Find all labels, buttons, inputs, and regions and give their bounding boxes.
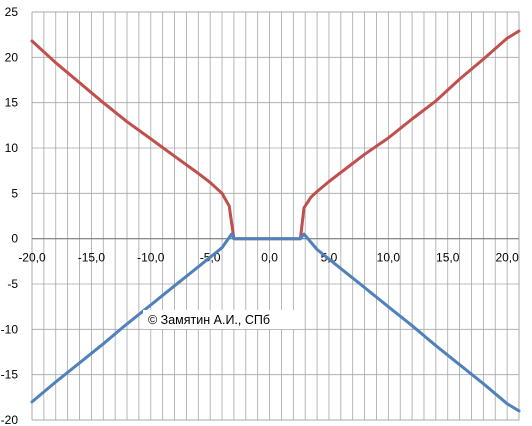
y-tick-label: -5 (7, 277, 18, 291)
x-tick-label: -20,0 (18, 251, 46, 265)
y-tick-label: -20 (1, 413, 19, 426)
copyright-text: © Замятин А.И., СПб (148, 313, 270, 327)
plot-border (31, 11, 520, 421)
y-tick-labels: -20 -15 -10 -5 0 5 10 15 20 25 (1, 5, 19, 426)
y-tick-label: 5 (11, 186, 18, 200)
x-tick-label: -15,0 (78, 251, 106, 265)
y-tick-label: -10 (1, 322, 19, 336)
x-tick-labels: -20,0 -15,0 -10,0 -5,0 0,0 5,0 10,0 15,0 20,0 (18, 251, 519, 265)
y-tick-label: 0 (11, 232, 18, 246)
copyright-annotation: © Замятин А.И., СПб (143, 310, 303, 329)
y-tick-label: 25 (5, 5, 19, 19)
y-tick-label: 15 (5, 96, 19, 110)
x-tick-label: -10,0 (137, 251, 165, 265)
minor-grid (31, 12, 520, 420)
x-tick-label: 20,0 (495, 251, 519, 265)
y-tick-label: 20 (5, 50, 19, 64)
x-tick-label: 10,0 (377, 251, 401, 265)
series-line-2 (30, 232, 521, 413)
y-tick-label: 10 (5, 141, 19, 155)
x-tick-label: 0,0 (261, 251, 278, 265)
series-lines (30, 29, 521, 413)
x-tick-label: 15,0 (436, 251, 460, 265)
y-tick-label: -15 (1, 368, 19, 382)
